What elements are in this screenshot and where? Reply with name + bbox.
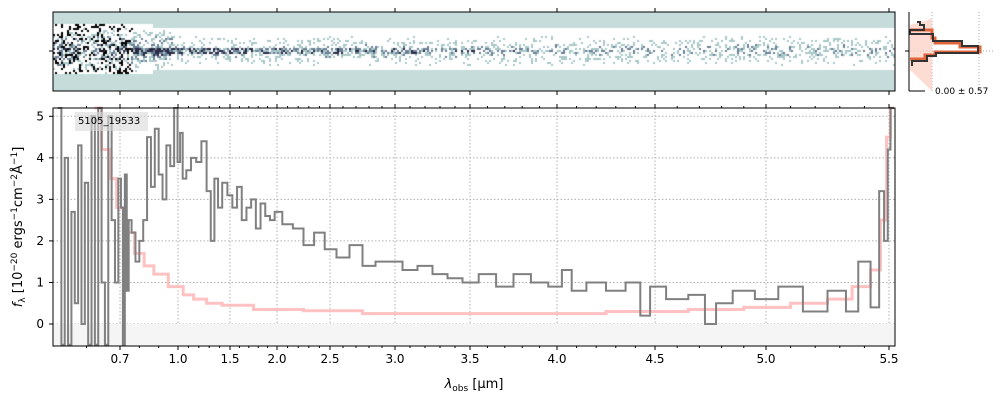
x-tick-label: 1.5: [220, 352, 239, 366]
negative-flux-band: [53, 323, 895, 346]
y-tick-label: 5: [36, 109, 44, 123]
x-tick-label: 5.5: [879, 352, 898, 366]
label-background: [75, 112, 148, 131]
x-tick-label: 3.0: [385, 352, 404, 366]
spectrum-2d-image: [53, 12, 895, 91]
flux-line: [57, 107, 894, 346]
y-axis-label: fλ [10−20 ergs−1cm−2Å−1]: [10, 147, 28, 308]
x-tick-label: 4.5: [645, 352, 664, 366]
y-tick-label: 4: [36, 151, 44, 165]
x-axis-ticks: 0.7 1.0 1.5 2.0 2.5 3.0 3.5 4.0 4.5 5.0 5.5: [86, 8, 899, 366]
flux-series: [57, 107, 894, 346]
x-tick-label: 3.5: [460, 352, 479, 366]
x-tick-label: 2.5: [320, 352, 339, 366]
x-tick-label: 1.0: [168, 352, 187, 366]
spectrum-2d-frame: [52, 11, 896, 92]
profile-data-line: [909, 21, 979, 66]
object-id-label: 5105_19533: [78, 116, 140, 127]
y-tick-label: 1: [36, 275, 44, 289]
y-tick-label: 0: [36, 317, 44, 331]
x-tick-label: 0.7: [110, 352, 129, 366]
y-tick-label: 2: [36, 234, 44, 248]
profile-panel: 0.00 ± 0.57: [905, 12, 995, 97]
x-tick-label: 2.0: [267, 352, 286, 366]
y-tick-label: 3: [36, 192, 44, 206]
profile-fit-fill: [910, 18, 932, 91]
x-tick-label: 5.0: [756, 352, 775, 366]
main-axes-frame: [52, 107, 896, 347]
x-axis-label: λobs [μm]: [444, 377, 504, 394]
profile-stat-label: 0.00 ± 0.57: [935, 87, 988, 97]
y-axis-ticks: 0 1 2 3 4 5: [36, 50, 53, 331]
x-tick-label: 4.0: [547, 352, 566, 366]
